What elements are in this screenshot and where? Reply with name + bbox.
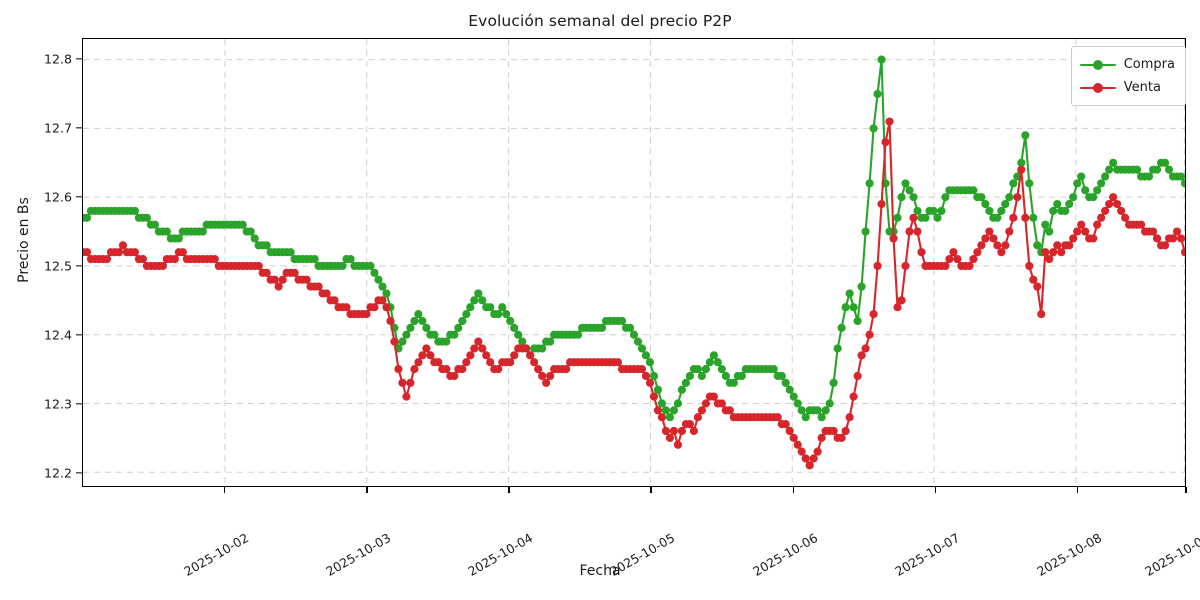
x-tick-mark (792, 487, 794, 493)
y-tick-label: 12.6 (43, 189, 72, 205)
y-tick-label: 12.4 (43, 327, 72, 343)
x-axis-title: Fecha (579, 563, 621, 579)
data-series-layer (83, 55, 1185, 470)
legend-label-compra: Compra (1123, 57, 1175, 72)
x-axis-tick-labels: 2025-10-02 2025-10-03 2025-10-04 2025-10-05… (82, 494, 1200, 579)
legend-item-compra[interactable]: Compra (1079, 53, 1175, 76)
x-axis-tick-marks (82, 487, 1187, 494)
y-tick-label: 12.5 (43, 258, 72, 274)
plot-area (82, 38, 1186, 487)
chart-title: Evolución semanal del precio P2P (468, 12, 732, 30)
y-tick-mark (76, 58, 82, 60)
x-tick-mark (224, 487, 226, 493)
x-tick-mark (1076, 487, 1078, 493)
y-tick-mark (76, 472, 82, 474)
legend-item-venta[interactable]: Venta (1079, 76, 1175, 99)
y-tick-mark (76, 265, 82, 267)
y-tick-label: 12.3 (43, 396, 72, 412)
y-tick-label: 12.7 (43, 120, 72, 136)
x-tick-mark (508, 487, 510, 493)
chart-legend[interactable]: Compra Venta (1070, 46, 1186, 106)
x-tick-mark (650, 487, 652, 493)
x-tick-mark (934, 487, 936, 493)
y-tick-label: 12.8 (43, 51, 72, 67)
legend-label-venta: Venta (1123, 80, 1161, 95)
y-tick-label: 12.2 (43, 465, 72, 481)
x-tick-mark (1185, 487, 1187, 493)
y-tick-mark (76, 127, 82, 129)
legend-marker-venta (1079, 81, 1116, 95)
y-axis-tick-marks (0, 38, 82, 487)
y-tick-mark (76, 334, 82, 336)
x-tick-mark (366, 487, 368, 493)
y-axis-tick-labels: 12.2 12.3 12.4 12.5 12.6 12.7 12.8 (0, 38, 72, 487)
y-tick-mark (76, 196, 82, 198)
y-tick-mark (76, 403, 82, 405)
legend-marker-compra (1079, 58, 1116, 72)
